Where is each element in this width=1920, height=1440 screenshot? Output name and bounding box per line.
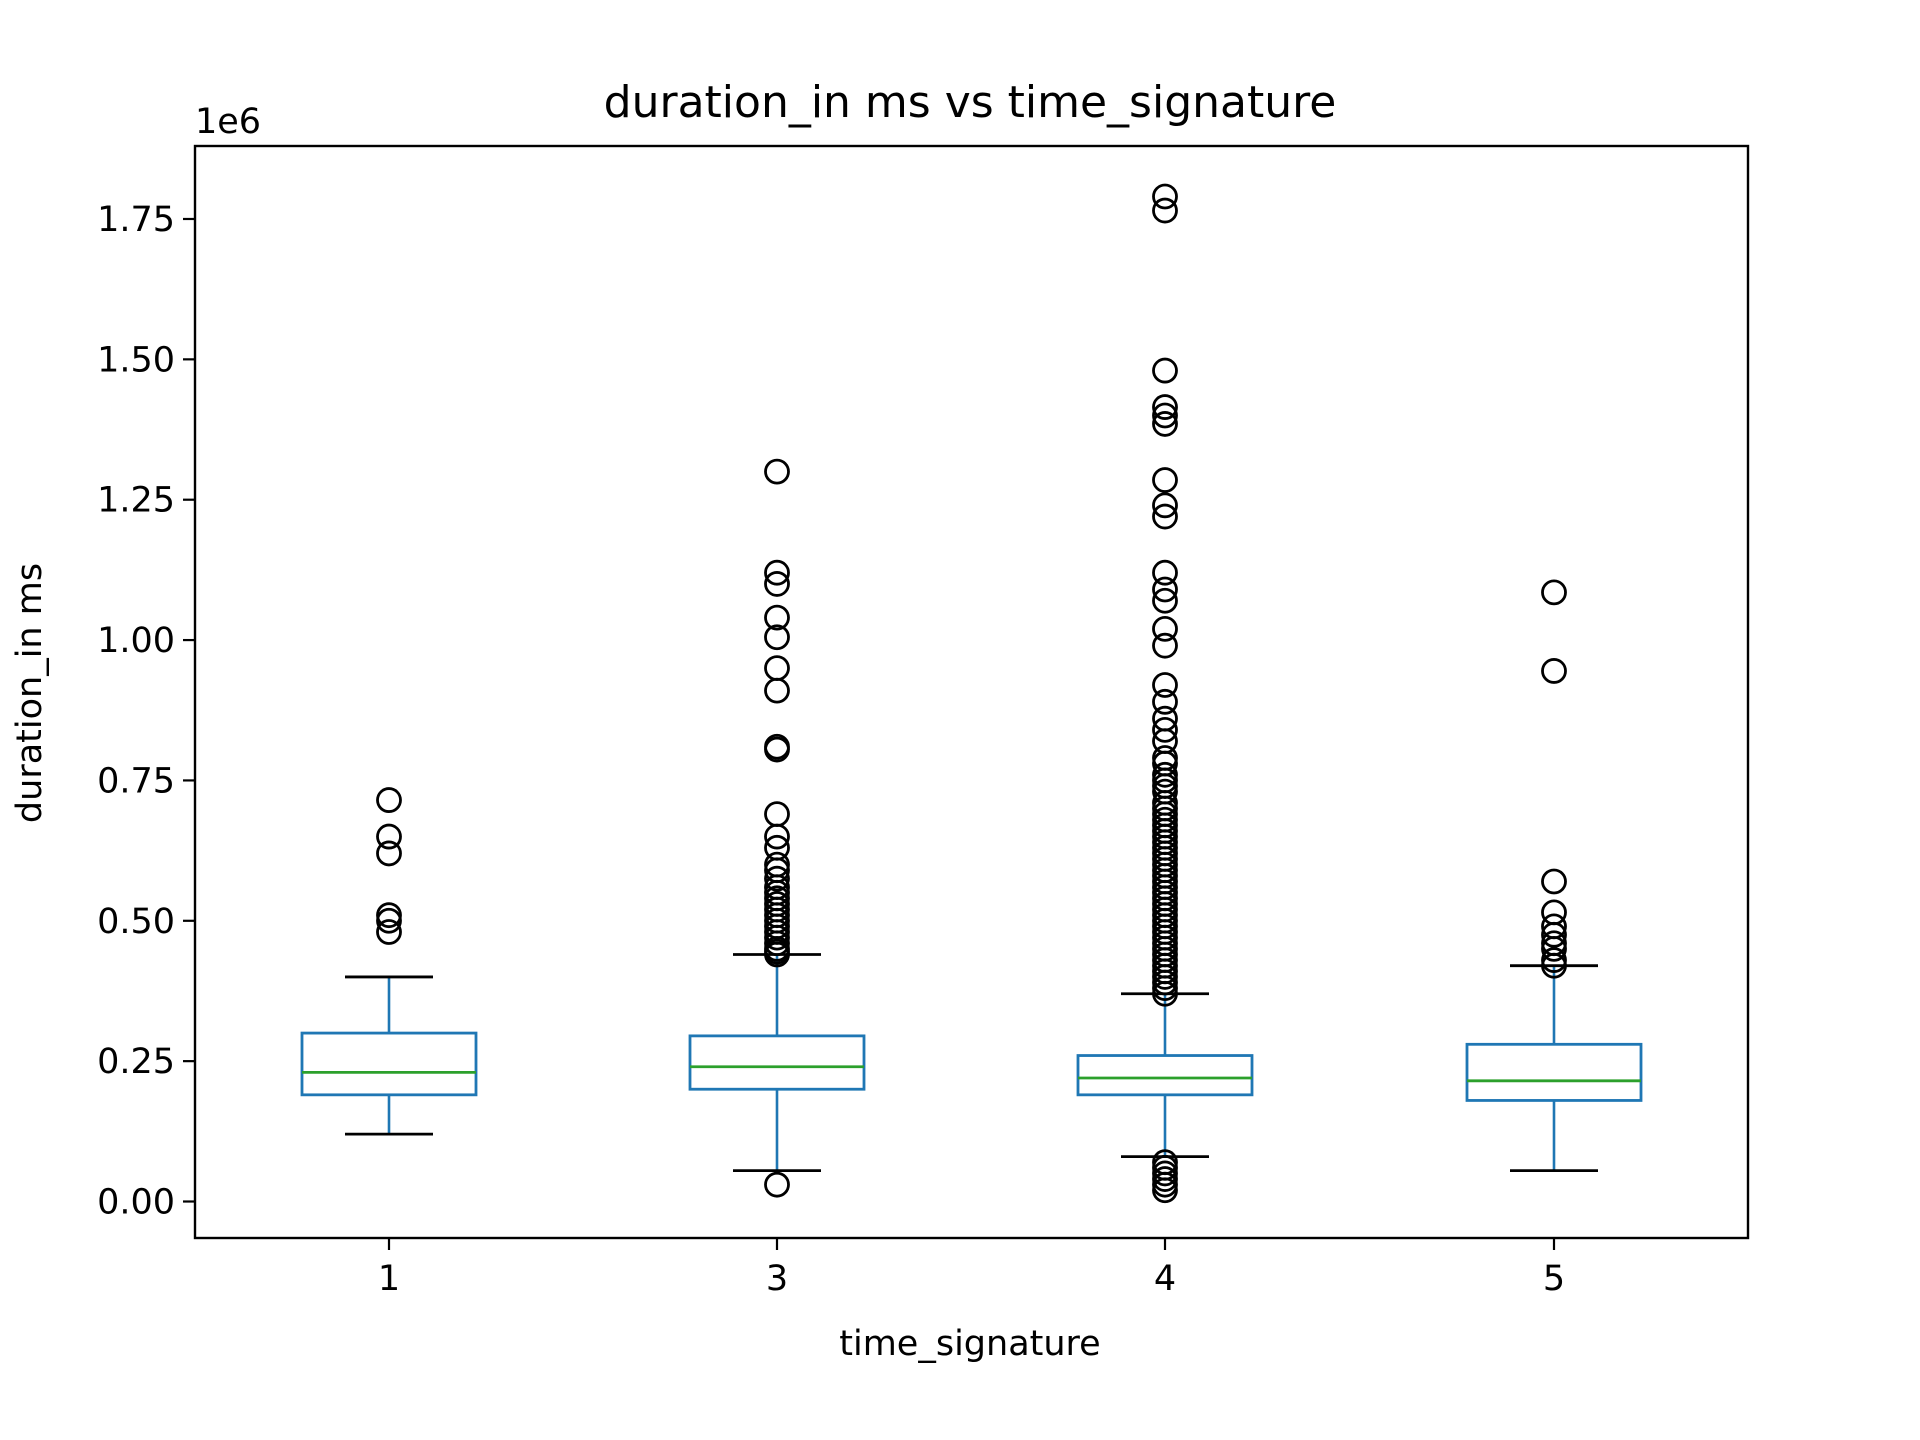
outlier-point xyxy=(1541,579,1567,606)
x-tick-label: 5 xyxy=(1543,1259,1565,1299)
x-tick-label: 4 xyxy=(1154,1259,1176,1299)
outlier-point xyxy=(1152,615,1178,642)
iqr-box xyxy=(688,1034,866,1091)
outlier-point xyxy=(1152,197,1178,224)
outlier-point xyxy=(764,604,790,631)
outlier-point xyxy=(1152,394,1178,420)
outlier-point xyxy=(1152,183,1178,210)
x-axis-ticks: 1 3 4 5 xyxy=(378,1238,1565,1299)
outlier-point xyxy=(764,458,790,485)
outlier-point xyxy=(376,823,402,850)
outlier-point xyxy=(1541,913,1567,940)
y-tick-label: 1.00 xyxy=(97,621,175,661)
outlier-point xyxy=(764,655,790,682)
outlier-point xyxy=(764,559,790,586)
outlier-point xyxy=(764,1171,790,1198)
y-tick-label: 1.50 xyxy=(97,340,175,380)
box-5 xyxy=(1465,579,1643,1173)
y-tick-label: 0.50 xyxy=(97,902,175,942)
iqr-box xyxy=(1076,1054,1254,1097)
outlier-point xyxy=(764,624,790,651)
outlier-point xyxy=(764,865,790,892)
y-tick-label: 0.25 xyxy=(97,1042,175,1082)
outlier-point xyxy=(1152,672,1178,698)
outlier-point xyxy=(1152,761,1178,788)
outlier-point xyxy=(376,787,402,813)
outlier-point xyxy=(1152,411,1178,437)
y-axis-ticks: 0.00 0.25 0.50 0.75 1.00 1.25 1.50 1.75 xyxy=(97,200,195,1223)
outlier-point xyxy=(1152,716,1178,743)
iqr-box xyxy=(300,1031,478,1097)
x-axis-label: time_signature xyxy=(839,1324,1100,1364)
y-tick-label: 1.75 xyxy=(97,200,175,240)
y-axis-offset-label: 1e6 xyxy=(195,102,261,142)
y-tick-label: 0.75 xyxy=(97,761,175,801)
box-series xyxy=(300,183,1643,1204)
y-tick-label: 0.00 xyxy=(97,1183,175,1223)
x-tick-label: 3 xyxy=(766,1259,788,1299)
outlier-point xyxy=(1152,492,1178,519)
box-4 xyxy=(1076,183,1254,1204)
plot-area-frame xyxy=(193,144,1750,1240)
outlier-point xyxy=(1152,705,1178,732)
y-tick-label: 1.25 xyxy=(97,481,175,521)
outlier-point xyxy=(1152,1149,1178,1176)
outlier-point xyxy=(764,851,790,878)
outlier-point xyxy=(1152,632,1178,659)
box-3 xyxy=(688,458,866,1198)
outlier-point xyxy=(764,571,790,597)
outlier-point xyxy=(1152,745,1178,771)
box-1 xyxy=(300,787,478,1136)
outlier-point xyxy=(1152,503,1178,530)
outlier-point xyxy=(1152,559,1178,586)
outlier-point xyxy=(1152,357,1178,384)
outlier-point xyxy=(376,902,402,929)
outlier-point xyxy=(376,840,402,867)
chart-title: duration_in ms vs time_signature xyxy=(604,77,1337,128)
outlier-point xyxy=(1152,576,1178,603)
outlier-point xyxy=(1541,930,1567,957)
outlier-point xyxy=(1541,899,1567,926)
iqr-box xyxy=(1465,1042,1643,1102)
outlier-point xyxy=(1541,868,1567,895)
outlier-point xyxy=(1152,467,1178,493)
outlier-point xyxy=(764,733,790,760)
outlier-point xyxy=(1541,947,1567,973)
outlier-point xyxy=(1152,688,1178,715)
y-axis-label: duration_in ms xyxy=(10,563,50,823)
outlier-point xyxy=(1152,587,1178,614)
outlier-point xyxy=(764,834,790,861)
outlier-point xyxy=(1541,658,1567,684)
outlier-point xyxy=(376,919,402,945)
outlier-point xyxy=(764,801,790,828)
outlier-point xyxy=(1152,402,1178,429)
x-tick-label: 1 xyxy=(378,1259,400,1299)
